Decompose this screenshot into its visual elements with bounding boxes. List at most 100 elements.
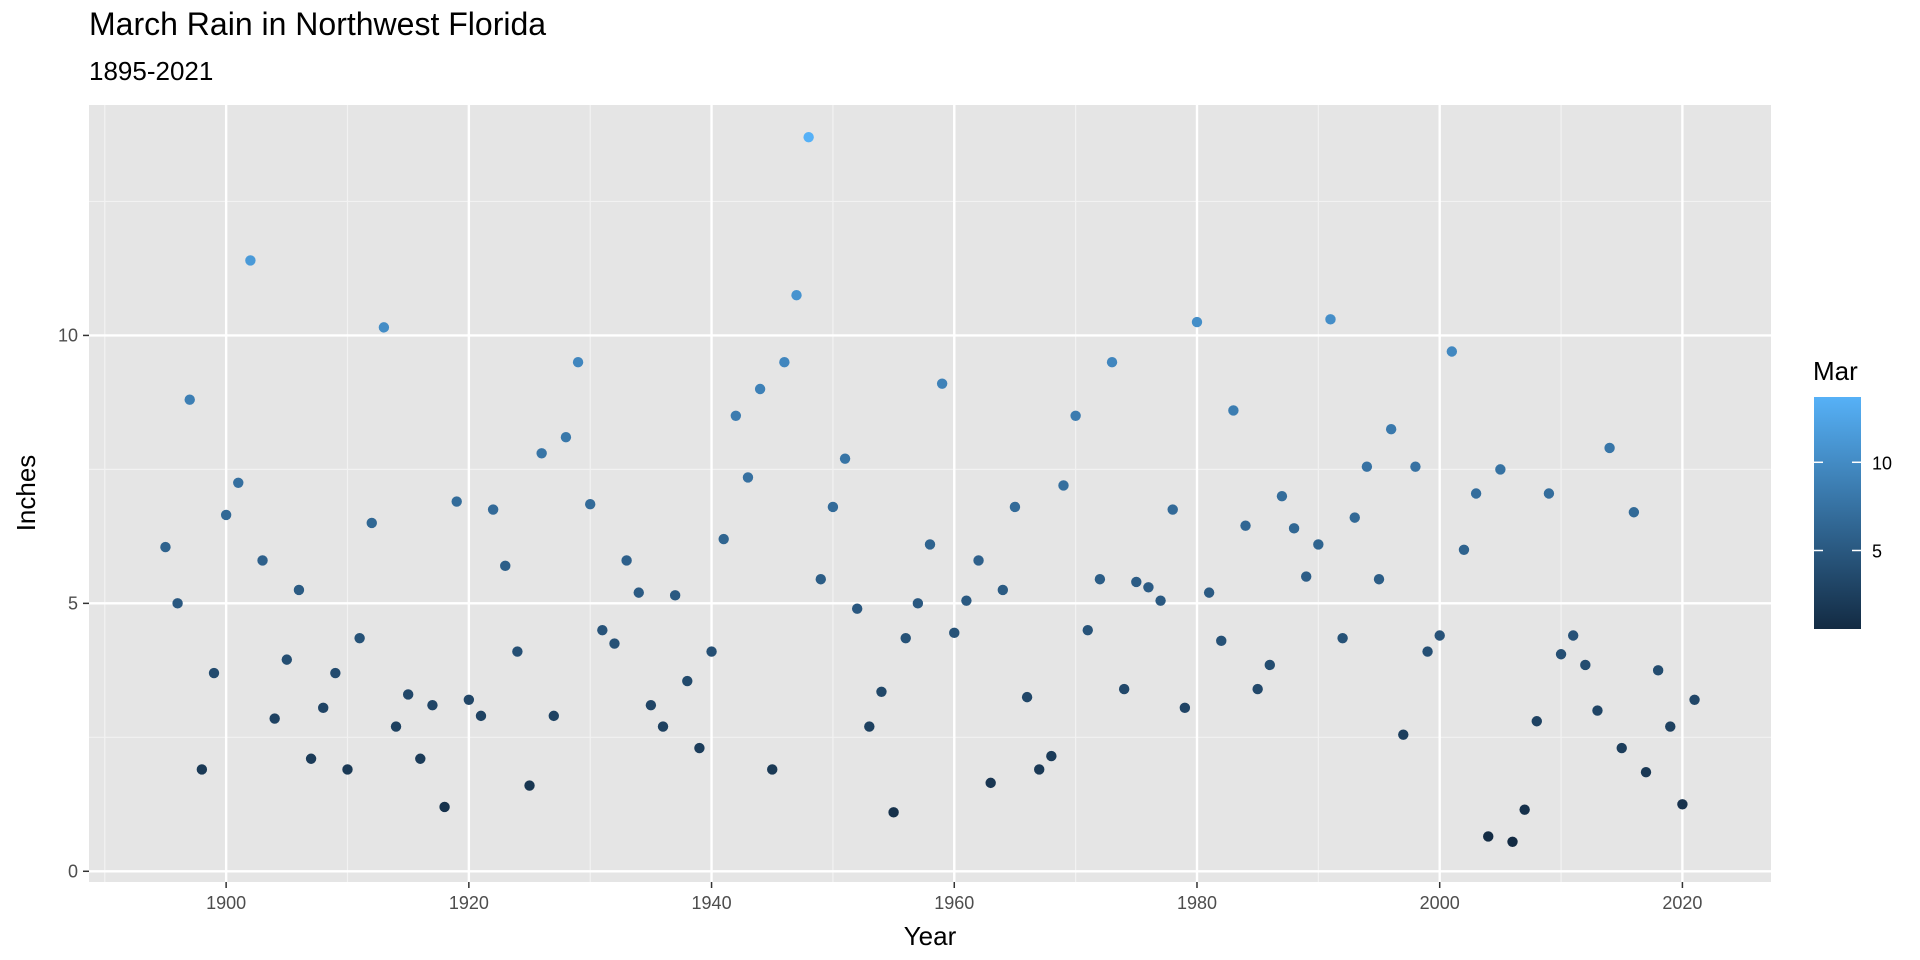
data-point: [1483, 831, 1494, 842]
data-point: [1349, 512, 1360, 523]
data-point: [1216, 635, 1227, 647]
colorbar: [1814, 397, 1861, 629]
data-point: [1191, 316, 1203, 328]
data-point: [1616, 742, 1627, 754]
data-point: [706, 646, 717, 657]
data-point: [402, 689, 414, 700]
x-tick-label: 1980: [1177, 893, 1217, 913]
data-point: [463, 694, 475, 706]
data-point: [281, 654, 293, 665]
data-point: [196, 764, 208, 775]
y-tick-label: 0: [68, 861, 78, 881]
data-point: [645, 699, 657, 711]
colorbar-tick-label: 10: [1872, 453, 1892, 473]
data-point: [1106, 357, 1118, 368]
data-point: [560, 432, 572, 443]
data-point: [1640, 766, 1652, 778]
data-point: [1604, 442, 1615, 454]
data-point: [585, 499, 596, 510]
x-tick-label: 1900: [206, 893, 246, 913]
data-point: [1555, 649, 1567, 660]
data-point: [1567, 630, 1579, 641]
data-point: [572, 357, 584, 368]
data-point: [245, 255, 256, 266]
plot-panel: [89, 105, 1771, 882]
data-point: [694, 742, 705, 754]
data-point: [1446, 346, 1458, 357]
data-point: [1034, 764, 1045, 775]
data-point: [973, 555, 984, 566]
data-point: [621, 555, 632, 566]
data-point: [269, 713, 280, 724]
data-point: [1301, 571, 1312, 582]
data-point: [512, 646, 523, 657]
data-point: [1021, 691, 1033, 703]
chart-subtitle: 1895-2021: [89, 56, 214, 86]
data-point: [1203, 587, 1215, 598]
data-point: [1094, 574, 1106, 585]
data-point: [1288, 523, 1300, 534]
data-point: [597, 624, 608, 636]
x-axis-title: Year: [904, 921, 957, 951]
data-point: [378, 322, 390, 333]
data-point: [1543, 488, 1555, 499]
data-point: [451, 496, 462, 507]
data-point: [184, 394, 195, 405]
data-point: [305, 753, 317, 764]
data-point: [1082, 624, 1093, 636]
chart-title: March Rain in Northwest Florida: [89, 6, 547, 42]
data-point: [439, 801, 450, 813]
data-point: [1422, 646, 1433, 657]
data-point: [1264, 659, 1275, 671]
data-point: [415, 753, 426, 764]
data-point: [475, 710, 487, 722]
data-point: [233, 477, 244, 488]
data-point: [669, 590, 681, 601]
data-point: [864, 721, 875, 732]
data-point: [330, 667, 341, 679]
data-point: [1325, 314, 1336, 325]
data-point: [718, 533, 729, 545]
data-point: [1507, 836, 1518, 848]
data-point: [1470, 488, 1482, 499]
data-point: [524, 780, 535, 791]
data-point: [657, 721, 669, 732]
data-point: [803, 131, 814, 143]
data-point: [1179, 702, 1191, 714]
minor-gridlines: [89, 105, 1771, 882]
data-point: [1337, 632, 1348, 644]
colorbar-tick-label: 5: [1872, 541, 1882, 561]
data-point: [827, 501, 839, 513]
data-point: [1313, 539, 1324, 550]
data-point: [900, 632, 911, 644]
data-point: [876, 686, 887, 697]
colorbar-ticks: 5 10: [1814, 453, 1892, 561]
data-point: [791, 290, 802, 301]
data-point: [1519, 804, 1530, 815]
data-point: [390, 721, 402, 732]
data-point: [1580, 659, 1591, 671]
data-point: [682, 675, 693, 687]
data-point: [1385, 423, 1397, 435]
data-point: [427, 699, 438, 711]
data-point: [208, 667, 220, 679]
data-point: [1070, 410, 1081, 421]
data-point: [1240, 520, 1251, 531]
data-point: [754, 383, 766, 395]
data-point: [1689, 694, 1700, 706]
y-tick-label: 10: [58, 325, 78, 345]
data-point: [997, 584, 1009, 596]
data-point: [839, 453, 851, 464]
legend-title: Mar: [1813, 356, 1858, 386]
data-point: [366, 517, 377, 529]
data-point: [1592, 705, 1603, 716]
data-point: [1531, 716, 1542, 727]
data-point: [633, 587, 644, 598]
data-point: [1228, 405, 1239, 416]
data-point: [730, 410, 742, 421]
data-point: [1009, 501, 1021, 513]
data-point: [257, 555, 268, 566]
x-tick-label: 1940: [692, 893, 732, 913]
data-point: [354, 632, 365, 644]
y-axis-title: Inches: [11, 455, 41, 532]
